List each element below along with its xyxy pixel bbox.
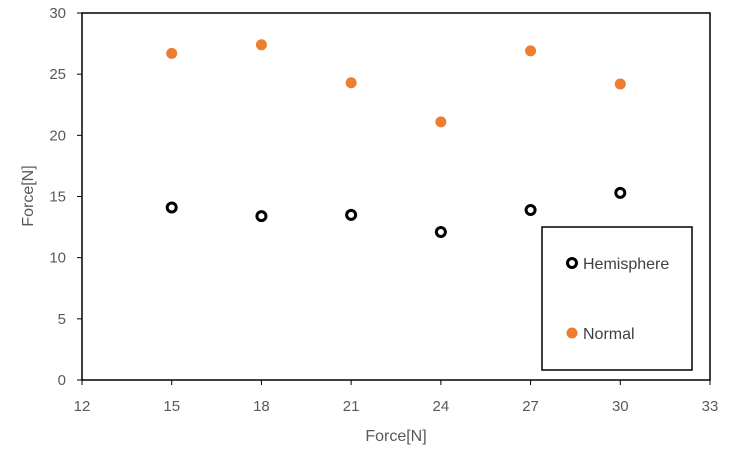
- x-tick-label: 30: [612, 398, 629, 415]
- x-tick-label: 12: [74, 398, 91, 415]
- point-hemisphere: [524, 203, 537, 216]
- x-tick-label: 21: [343, 398, 360, 415]
- point-hemisphere: [614, 186, 627, 199]
- y-axis-ticks: 0 5 10 15 20 25 30: [49, 5, 82, 389]
- legend-box: [541, 226, 693, 371]
- x-tick-label: 27: [522, 398, 539, 415]
- point-normal: [345, 77, 357, 89]
- x-axis-ticks: 12 15 18 21 24 27 30 33: [74, 380, 719, 415]
- x-tick-label: 18: [253, 398, 270, 415]
- legend: Hemisphere Normal: [541, 226, 693, 371]
- point-hemisphere: [165, 201, 178, 214]
- point-normal: [435, 116, 447, 128]
- point-hemisphere: [345, 208, 358, 221]
- y-axis-title: Force[N]: [20, 165, 37, 226]
- y-tick-label: 30: [49, 5, 66, 22]
- plot-area-frame: [81, 12, 711, 381]
- point-normal: [614, 78, 626, 90]
- point-normal: [525, 45, 537, 57]
- y-tick-label: 20: [49, 127, 66, 144]
- legend-label-normal: Normal: [583, 326, 635, 343]
- x-tick-label: 33: [702, 398, 719, 415]
- point-normal: [255, 39, 267, 51]
- y-tick-label: 15: [49, 189, 66, 206]
- y-tick-label: 25: [49, 66, 66, 83]
- point-hemisphere: [255, 210, 268, 223]
- y-tick-label: 0: [58, 372, 66, 389]
- y-tick-label: 10: [49, 250, 66, 267]
- legend-marker-hemisphere: [566, 257, 578, 269]
- x-tick-label: 24: [433, 398, 450, 415]
- x-tick-label: 15: [163, 398, 180, 415]
- legend-label-hemisphere: Hemisphere: [583, 256, 669, 273]
- y-tick-label: 5: [58, 311, 66, 328]
- legend-marker-normal: [566, 327, 578, 339]
- point-normal: [166, 47, 178, 59]
- x-axis-title: Force[N]: [365, 428, 426, 445]
- data-points: [165, 39, 627, 238]
- point-hemisphere: [434, 225, 447, 238]
